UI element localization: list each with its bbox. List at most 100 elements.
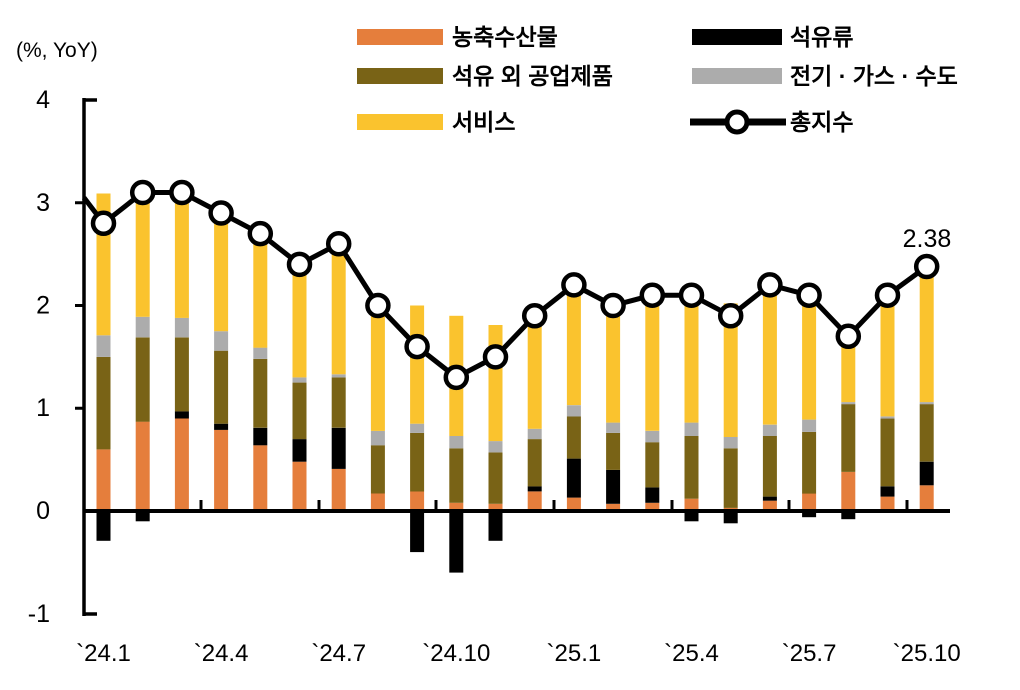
bar-segment (174, 411, 189, 419)
bar-segment (214, 423, 229, 430)
y-tick-label-0: 0 (36, 497, 50, 525)
y-axis-unit-label: (%, YoY) (16, 39, 98, 62)
bar-segment (684, 511, 699, 522)
total-index-marker (286, 251, 313, 278)
legend-label-agri: 농축수산물 (452, 24, 558, 50)
bar-segment (331, 377, 346, 428)
total-index-marker (247, 220, 274, 247)
total-index-marker (404, 333, 430, 360)
bar-segment (331, 374, 346, 378)
bar-segment (370, 493, 385, 511)
axes (75, 98, 950, 616)
total-index-marker (129, 179, 156, 206)
total-index-marker (482, 344, 509, 370)
bar-segment (606, 305, 621, 423)
bar-segment (919, 402, 934, 405)
bar-segment (527, 315, 542, 429)
bar-segment (566, 416, 581, 459)
x-tick-label-24-4: `24.4 (194, 640, 249, 667)
bar-segment (802, 419, 817, 432)
bar-segment (488, 441, 503, 453)
bar-segment (684, 422, 699, 436)
bar-segment (684, 284, 699, 423)
bar-segment (762, 284, 777, 425)
legend-swatch-industrial-ex-petroleum (357, 68, 443, 84)
bar-segment (331, 468, 346, 511)
bar-segment (331, 427, 346, 469)
total-index-marker (443, 364, 470, 391)
bar-segment (253, 358, 268, 428)
bar-segment (135, 316, 150, 338)
bar-segment (606, 503, 621, 511)
x-tick-labels: `24.1 `24.4 `24.7 `24.10 `25.1 `25.4 `25… (76, 640, 961, 667)
bar-segment (96, 356, 111, 450)
bar-segment (96, 449, 111, 511)
y-tick-label-2: 2 (36, 292, 50, 320)
bar-segment (174, 192, 189, 318)
bar-segment (762, 500, 777, 511)
bar-segment (331, 243, 346, 375)
bar-segment (723, 437, 738, 449)
bar-segment (96, 335, 111, 357)
x-tick-label-25-1: `25.1 (547, 640, 602, 667)
last-value-annotation: 2.38 (903, 225, 952, 253)
legend-swatch-agri (357, 29, 443, 45)
bar-segment (96, 511, 111, 541)
total-index-marker (913, 253, 940, 280)
bar-segment (292, 377, 307, 383)
bar-segment (449, 448, 464, 503)
bar-segment (488, 511, 503, 541)
legend-swatch-utilities (692, 68, 782, 84)
bar-segment (762, 424, 777, 436)
bar-segment (645, 295, 660, 431)
bar-segment (410, 511, 425, 553)
bar-segment (606, 422, 621, 433)
bar-segment (880, 416, 895, 419)
y-tick-label-1: 1 (36, 394, 50, 422)
bar-segment (449, 511, 464, 573)
bar-segment (684, 436, 699, 499)
bar-segment (253, 233, 268, 348)
bar-segment (527, 428, 542, 440)
y-tick-label-neg1: -1 (28, 600, 50, 628)
bar-segment (488, 503, 503, 511)
bar-segment (410, 491, 425, 511)
bar-segment (449, 436, 464, 449)
bar-segment (566, 458, 581, 498)
bar-segment (488, 452, 503, 504)
bar-segment (802, 511, 817, 518)
total-index-line (82, 179, 940, 391)
total-index-marker (90, 210, 117, 237)
bar-segment (174, 317, 189, 338)
bar-segment (253, 445, 268, 511)
total-index-marker (365, 292, 391, 319)
bar-segment (253, 347, 268, 359)
bar-segment (880, 486, 895, 497)
total-index-marker (874, 282, 901, 308)
x-tick-label-25-10: `25.10 (893, 640, 961, 667)
legend-marker-total-index (690, 109, 786, 135)
bar-segment (527, 491, 542, 511)
bar-segment (841, 472, 856, 511)
bar-segment (919, 404, 934, 462)
bar-segment (880, 295, 895, 417)
bar-segment (606, 469, 621, 504)
total-index-marker (678, 282, 705, 308)
bar-segment (253, 427, 268, 446)
total-index-marker (639, 282, 666, 308)
bar-segment (645, 502, 660, 511)
bar-segment (566, 497, 581, 511)
y-tick-label-3: 3 (36, 189, 50, 217)
bar-segment (410, 432, 425, 492)
bar-segment (645, 442, 660, 488)
legend-swatch-petroleum (692, 29, 782, 45)
bar-segment (645, 430, 660, 443)
x-tick-label-25-4: `25.4 (664, 640, 719, 667)
total-index-marker (325, 231, 352, 257)
bar-segment (174, 337, 189, 412)
bar-segment (488, 325, 503, 442)
bar-segment (174, 418, 189, 511)
total-index-marker (717, 303, 744, 329)
total-index-marker (835, 323, 862, 350)
bar-segment (292, 382, 307, 440)
